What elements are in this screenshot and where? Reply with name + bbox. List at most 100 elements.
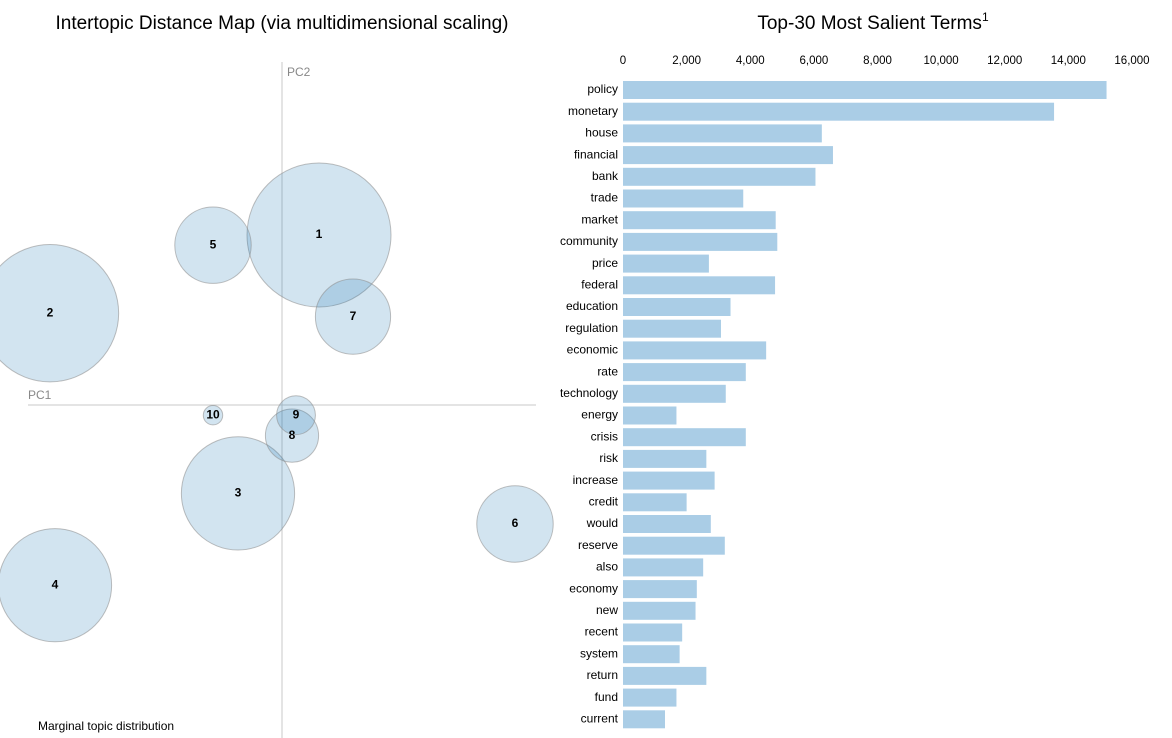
bar-recent: [623, 623, 683, 642]
bar-system: [623, 645, 680, 664]
marginal-distribution-label: Marginal topic distribution: [38, 719, 174, 733]
bar-economic: [623, 341, 767, 360]
term-label-technology: technology: [560, 386, 618, 400]
bar-return: [623, 666, 707, 685]
term-label-policy: policy: [587, 82, 618, 96]
topic-label-3: 3: [235, 486, 242, 500]
bar-would: [623, 515, 711, 533]
term-label-economy: economy: [569, 581, 618, 595]
topic-label-5: 5: [210, 237, 217, 251]
x-tick-label: 10,000: [924, 55, 959, 67]
term-label-rate: rate: [597, 364, 618, 378]
term-label-system: system: [580, 646, 618, 660]
term-label-also: also: [596, 560, 618, 574]
bar-technology: [623, 384, 726, 403]
topic-bubble-1: [246, 162, 392, 308]
topic-label-9: 9: [293, 407, 300, 421]
intertopic-map: Intertopic Distance Map (via multidimens…: [0, 13, 554, 738]
bar-rate: [623, 363, 746, 382]
bar-monetary: [623, 102, 1055, 121]
topic-bubble-9: [276, 395, 316, 436]
term-label-recent: recent: [585, 625, 619, 639]
x-tick-label: 6,000: [799, 55, 828, 67]
bar-current: [623, 710, 665, 729]
term-label-credit: credit: [589, 494, 619, 508]
salient-terms-chart: Top-30 Most Salient Terms1 0 2,000 4,000 6,…: [560, 10, 1150, 729]
term-label-risk: risk: [599, 451, 619, 465]
term-label-economic: economic: [567, 343, 618, 357]
pc1-axis-label: PC1: [28, 388, 52, 402]
topic-bubble-5: [174, 206, 252, 284]
term-label-increase: increase: [573, 473, 619, 487]
bar-chart-title-superscript: 1: [982, 10, 989, 24]
term-label-trade: trade: [591, 191, 619, 205]
term-label-would: would: [586, 516, 618, 530]
term-label-fund: fund: [595, 690, 618, 704]
term-label-market: market: [581, 212, 618, 226]
x-tick-label: 14,000: [1051, 55, 1086, 67]
x-axis-ticks: 0 2,000 4,000 6,000 8,000 10,000 12,000 14,000 1…: [620, 55, 1150, 67]
bar-increase: [623, 471, 715, 490]
topic-label-1: 1: [316, 227, 323, 241]
map-title: Intertopic Distance Map (via multidimens…: [55, 13, 508, 34]
bar-credit: [623, 493, 687, 512]
term-label-crisis: crisis: [591, 429, 618, 443]
term-label-house: house: [585, 126, 618, 140]
bar-price: [623, 254, 709, 273]
topic-label-10: 10: [206, 407, 220, 421]
topic-bubble-10: [202, 404, 224, 426]
topic-labels: 1 2 3 4 5 6 7 8 9 10: [47, 227, 519, 591]
bar-community: [623, 232, 778, 251]
topic-bubble-7: [314, 278, 392, 355]
bar-financial: [623, 146, 833, 165]
bar-energy: [623, 406, 677, 425]
topic-bubble-4: [0, 528, 113, 643]
term-label-new: new: [596, 603, 618, 617]
term-labels: policy monetary house financial bank trade mar…: [560, 82, 619, 725]
bar-federal: [623, 276, 776, 295]
bar-bank: [623, 167, 816, 186]
term-label-financial: financial: [574, 147, 618, 161]
term-label-community: community: [560, 234, 618, 248]
bar-policy: [623, 81, 1107, 99]
bar-market: [623, 211, 776, 230]
x-tick-label: 16,000: [1114, 55, 1149, 67]
term-label-education: education: [566, 299, 618, 313]
term-label-monetary: monetary: [568, 104, 618, 118]
term-label-bank: bank: [592, 169, 619, 183]
bar-chart-title-text: Top-30 Most Salient Terms: [757, 13, 982, 34]
topic-bubble-2: [0, 244, 120, 383]
x-tick-label: 12,000: [987, 55, 1022, 67]
topic-bubble-6: [476, 485, 554, 563]
bar-economy: [623, 580, 697, 599]
term-label-reserve: reserve: [578, 538, 618, 552]
term-label-energy: energy: [581, 408, 618, 422]
term-label-regulation: regulation: [565, 321, 618, 335]
x-tick-label: 0: [620, 55, 626, 67]
topic-label-8: 8: [289, 428, 296, 442]
bar-fund: [623, 688, 677, 707]
x-tick-label: 2,000: [672, 55, 701, 67]
bar-trade: [623, 189, 744, 208]
bar-chart-title: Top-30 Most Salient Terms1: [757, 10, 989, 34]
term-label-price: price: [592, 256, 618, 270]
x-tick-label: 4,000: [736, 55, 765, 67]
term-bars: [623, 81, 1107, 729]
topic-label-2: 2: [47, 305, 54, 319]
bar-crisis: [623, 428, 746, 447]
bar-risk: [623, 449, 707, 468]
bar-regulation: [623, 319, 721, 338]
bar-education: [623, 298, 731, 316]
bar-reserve: [623, 536, 725, 555]
topic-bubble-8: [264, 408, 320, 463]
topic-bubble-3: [180, 436, 296, 551]
bar-house: [623, 124, 822, 143]
term-label-federal: federal: [581, 277, 618, 291]
x-tick-label: 8,000: [863, 55, 892, 67]
term-label-current: current: [581, 711, 619, 725]
topic-label-4: 4: [52, 577, 59, 591]
term-label-return: return: [587, 668, 618, 682]
bar-new: [623, 601, 696, 620]
bar-also: [623, 558, 704, 577]
